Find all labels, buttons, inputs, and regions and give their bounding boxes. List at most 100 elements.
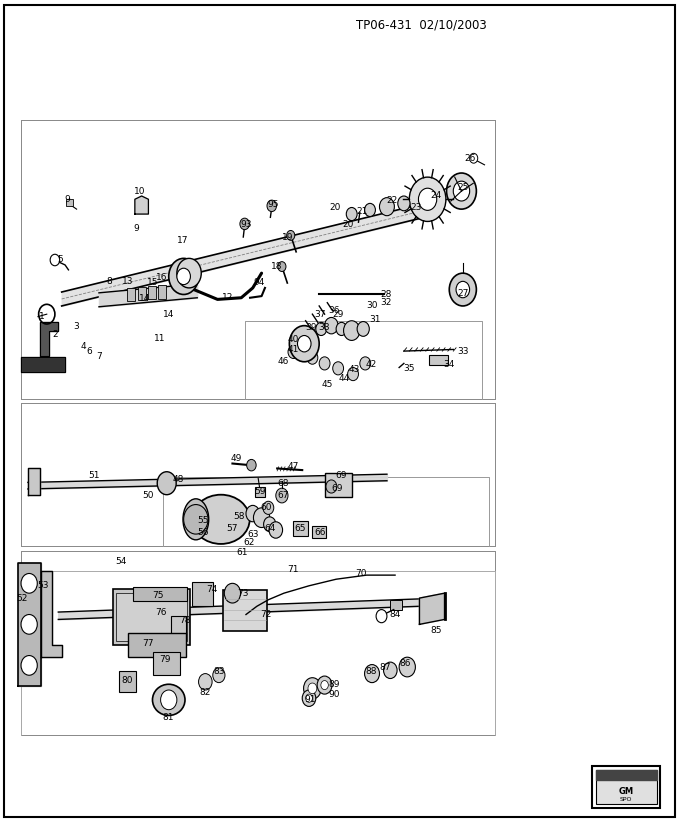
Text: 69: 69 <box>335 470 346 479</box>
Circle shape <box>365 664 380 682</box>
Text: SPO: SPO <box>620 797 632 802</box>
Text: 2: 2 <box>52 330 58 339</box>
Polygon shape <box>21 357 65 372</box>
Ellipse shape <box>153 684 185 715</box>
Circle shape <box>326 480 337 493</box>
Text: 65: 65 <box>295 524 306 533</box>
Circle shape <box>409 177 446 221</box>
Text: 4: 4 <box>81 343 86 352</box>
Circle shape <box>319 357 330 370</box>
Text: 64: 64 <box>264 524 276 533</box>
Bar <box>325 473 352 497</box>
Text: 66: 66 <box>315 528 327 537</box>
Circle shape <box>449 273 477 306</box>
Text: 70: 70 <box>355 569 367 578</box>
Text: 75: 75 <box>152 591 164 600</box>
Text: 8: 8 <box>106 277 112 286</box>
Bar <box>116 593 187 641</box>
Bar <box>127 288 135 301</box>
Circle shape <box>348 367 359 381</box>
Text: 38: 38 <box>318 323 330 332</box>
Circle shape <box>263 517 276 532</box>
Ellipse shape <box>183 499 208 540</box>
Circle shape <box>297 335 311 352</box>
Bar <box>172 616 186 635</box>
Circle shape <box>325 317 338 334</box>
Text: 27: 27 <box>457 289 469 298</box>
Text: 24: 24 <box>430 192 442 201</box>
Text: 71: 71 <box>288 565 299 574</box>
Text: 86: 86 <box>399 659 411 668</box>
Bar <box>223 590 267 631</box>
Text: 63: 63 <box>247 529 259 538</box>
Text: 77: 77 <box>142 639 153 648</box>
Text: 54: 54 <box>115 556 127 566</box>
Text: 82: 82 <box>200 688 211 697</box>
Text: 46: 46 <box>278 358 289 367</box>
Bar <box>128 633 185 657</box>
Text: 67: 67 <box>278 491 289 500</box>
Circle shape <box>253 508 270 528</box>
Circle shape <box>161 690 177 709</box>
Bar <box>133 587 187 602</box>
Bar <box>191 582 213 607</box>
Circle shape <box>447 173 477 209</box>
Circle shape <box>317 676 332 694</box>
Circle shape <box>177 258 201 288</box>
Circle shape <box>304 677 321 699</box>
Text: 39: 39 <box>306 323 317 332</box>
Text: 40: 40 <box>288 335 299 344</box>
Circle shape <box>287 230 295 240</box>
Bar <box>255 487 265 497</box>
Text: 61: 61 <box>237 548 249 557</box>
Text: 87: 87 <box>379 663 390 672</box>
Polygon shape <box>135 196 149 214</box>
Text: 93: 93 <box>240 220 252 229</box>
Circle shape <box>213 667 225 682</box>
Text: 10: 10 <box>134 187 145 196</box>
Bar <box>429 355 448 365</box>
Text: 47: 47 <box>288 462 299 471</box>
Text: 91: 91 <box>305 695 316 704</box>
Text: 42: 42 <box>366 360 377 369</box>
Text: 80: 80 <box>122 676 133 685</box>
Text: 81: 81 <box>162 713 174 722</box>
Circle shape <box>454 181 470 201</box>
Circle shape <box>336 322 347 335</box>
Circle shape <box>246 506 259 522</box>
Bar <box>148 286 156 299</box>
Circle shape <box>267 200 276 211</box>
Text: 35: 35 <box>403 364 414 373</box>
Bar <box>158 285 166 298</box>
Polygon shape <box>420 593 445 625</box>
Circle shape <box>246 459 256 471</box>
Polygon shape <box>18 563 41 686</box>
Text: 3: 3 <box>74 322 79 331</box>
Circle shape <box>224 584 240 603</box>
Text: 58: 58 <box>234 511 245 520</box>
Circle shape <box>21 574 37 593</box>
Circle shape <box>346 207 357 220</box>
Text: 19: 19 <box>282 233 293 242</box>
Circle shape <box>21 615 37 635</box>
Circle shape <box>380 197 394 215</box>
Circle shape <box>269 522 282 538</box>
Text: 20: 20 <box>329 203 340 212</box>
Circle shape <box>399 657 416 677</box>
Text: 41: 41 <box>288 345 299 354</box>
Circle shape <box>307 351 318 364</box>
Text: 76: 76 <box>155 607 167 616</box>
Text: 72: 72 <box>261 610 272 619</box>
Text: 33: 33 <box>457 348 469 357</box>
Circle shape <box>333 362 344 375</box>
Bar <box>138 287 146 300</box>
Text: 14: 14 <box>163 311 175 320</box>
Bar <box>66 199 73 206</box>
Text: 9: 9 <box>133 224 139 233</box>
Circle shape <box>365 203 375 216</box>
Text: 1: 1 <box>39 312 44 321</box>
Text: 36: 36 <box>329 307 340 316</box>
Text: 7: 7 <box>96 352 102 361</box>
Text: 14: 14 <box>139 294 151 303</box>
Text: 30: 30 <box>366 302 378 311</box>
